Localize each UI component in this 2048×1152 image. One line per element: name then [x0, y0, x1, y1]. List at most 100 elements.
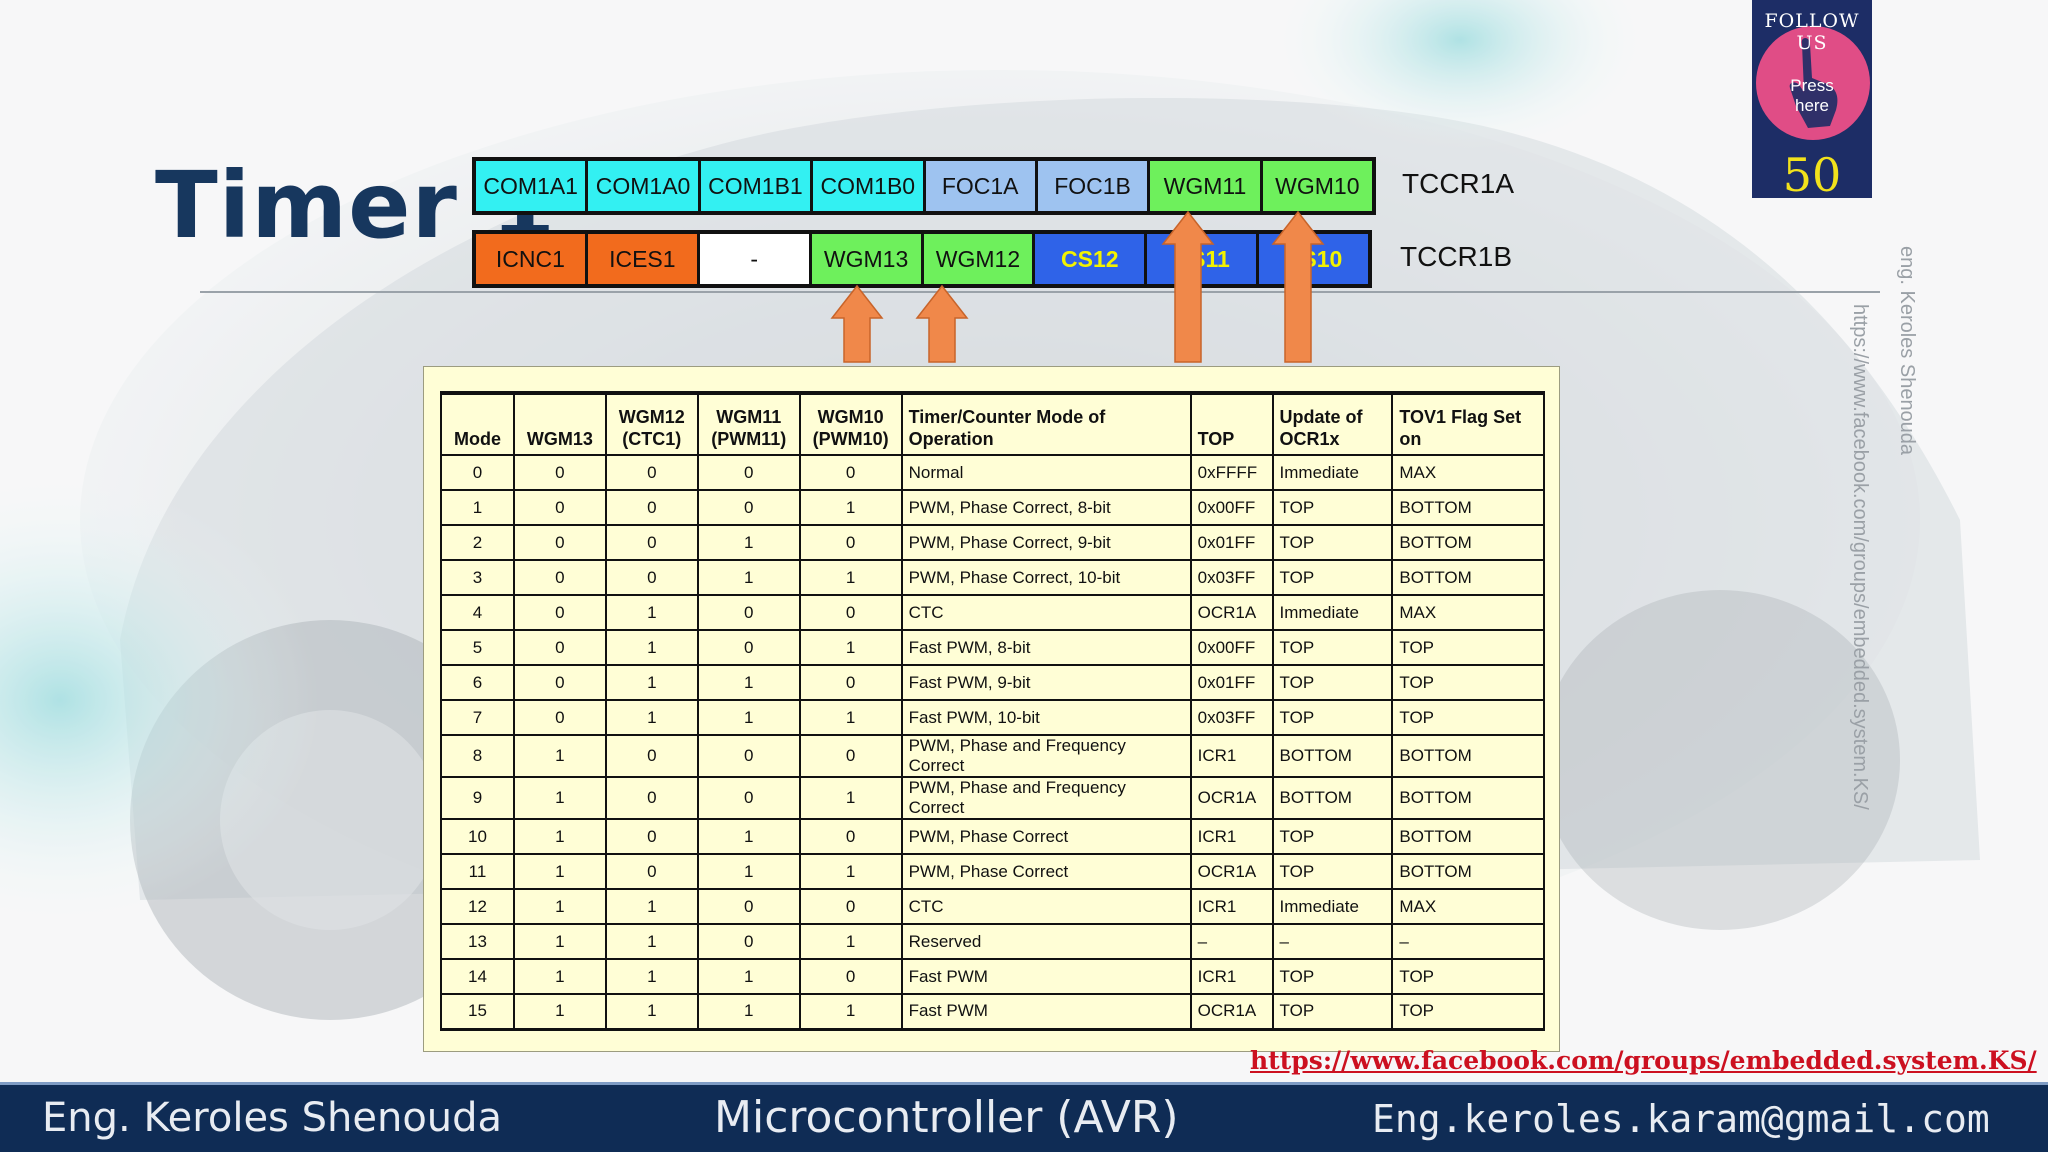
tccr1b-bit-cs12: CS12	[1035, 234, 1148, 284]
table-cell: 1	[604, 664, 699, 701]
table-cell: 10	[440, 818, 515, 855]
table-cell: OCR1A	[1189, 993, 1274, 1030]
table-cell: 0	[696, 454, 801, 491]
table-cell: 0	[798, 734, 903, 778]
table-cell: CTC	[900, 594, 1192, 631]
table-row: 14 1 1 1 0 Fast PWM ICR1 TOP TOP	[440, 958, 1545, 995]
table-cell: Fast PWM	[900, 958, 1192, 995]
tccr1a-register: COM1A1 COM1A0 COM1B1 COM1B0 FOC1A FOC1B WGM11 W…	[472, 157, 1376, 215]
table-row: 5 0 1 0 1 Fast PWM, 8-bit 0x00FF TOP TOP	[440, 629, 1545, 666]
table-cell: 0x00FF	[1189, 489, 1274, 526]
table-cell: BOTTOM	[1391, 776, 1545, 820]
follow-us-heading: FOLLOW US	[1764, 10, 1860, 54]
table-cell: TOP	[1271, 559, 1394, 596]
table-cell: 1	[512, 853, 607, 890]
table-cell: 9	[440, 776, 515, 820]
tccr1a-bit-com1b1: COM1B1	[700, 161, 814, 211]
table-cell: BOTTOM	[1391, 734, 1545, 778]
table-cell: TOP	[1271, 958, 1394, 995]
table-cell: 12	[440, 888, 515, 925]
table-cell: BOTTOM	[1391, 559, 1545, 596]
table-cell: TOP	[1271, 853, 1394, 890]
table-cell: PWM, Phase and Frequency Correct	[900, 776, 1192, 820]
table-cell: MAX	[1391, 454, 1545, 491]
table-cell: 0	[604, 489, 699, 526]
table-header-cell: TOV1 Flag Set on	[1391, 392, 1545, 456]
table-cell: TOP	[1391, 629, 1545, 666]
table-cell: Reserved	[900, 923, 1192, 960]
table-cell: TOP	[1391, 699, 1545, 736]
table-cell: 8	[440, 734, 515, 778]
table-cell: TOP	[1391, 664, 1545, 701]
table-header-cell: WGM10 (PWM10)	[798, 392, 903, 456]
table-cell: 1	[512, 958, 607, 995]
table-cell: PWM, Phase and Frequency Correct	[900, 734, 1192, 778]
follow-us-button[interactable]: FOLLOW US Press here 50	[1752, 0, 1872, 202]
table-cell: 0x03FF	[1189, 559, 1274, 596]
facebook-group-link[interactable]: https://www.facebook.com/groups/embedded…	[1250, 1046, 2037, 1075]
tccr1a-label: TCCR1A	[1402, 168, 1515, 199]
tccr1a-bit-foc1b: FOC1B	[1037, 161, 1151, 211]
table-cell: 0	[604, 776, 699, 820]
table-cell: 0	[440, 454, 515, 491]
footer-email: Eng.keroles.karam@gmail.com	[1372, 1097, 1990, 1141]
table-cell: MAX	[1391, 888, 1545, 925]
table-cell: 14	[440, 958, 515, 995]
table-cell: PWM, Phase Correct	[900, 818, 1192, 855]
table-cell: 0x01FF	[1189, 524, 1274, 561]
table-cell: 1	[798, 489, 903, 526]
table-cell: 0	[798, 594, 903, 631]
table-cell: 0	[696, 489, 801, 526]
table-cell: 1	[798, 699, 903, 736]
table-cell: Fast PWM, 8-bit	[900, 629, 1192, 666]
tccr1b-bit-icnc1: ICNC1	[476, 234, 588, 284]
table-cell: ICR1	[1189, 734, 1274, 778]
table-cell: 1	[604, 888, 699, 925]
table-cell: 1	[512, 923, 607, 960]
table-cell: 0x03FF	[1189, 699, 1274, 736]
table-cell: Fast PWM, 9-bit	[900, 664, 1192, 701]
footer-bar: Eng. Keroles Shenouda Microcontroller (A…	[0, 1082, 2048, 1152]
table-cell: 0	[696, 776, 801, 820]
table-cell: BOTTOM	[1271, 734, 1394, 778]
table-cell: –	[1271, 923, 1394, 960]
table-cell: 13	[440, 923, 515, 960]
table-cell: 1	[696, 699, 801, 736]
table-cell: 0	[798, 958, 903, 995]
table-cell: 0	[512, 664, 607, 701]
table-cell: 0	[604, 818, 699, 855]
table-row: 3 0 0 1 1 PWM, Phase Correct, 10-bit 0x03FF TOP…	[440, 559, 1545, 596]
tccr1b-bit-wgm13: WGM13	[811, 234, 924, 284]
tccr1b-label: TCCR1B	[1400, 241, 1513, 272]
table-cell: 0	[512, 524, 607, 561]
table-header-cell: Timer/Counter Mode of Operation	[900, 392, 1192, 456]
table-cell: 3	[440, 559, 515, 596]
table-cell: 1	[696, 993, 801, 1030]
table-cell: 1	[696, 958, 801, 995]
table-cell: CTC	[900, 888, 1192, 925]
footer-course: Microcontroller (AVR)	[714, 1092, 1179, 1143]
tccr1a-bit-wgm11: WGM11	[1150, 161, 1263, 211]
table-cell: Fast PWM	[900, 993, 1192, 1030]
table-cell: OCR1A	[1189, 853, 1274, 890]
table-cell: TOP	[1271, 489, 1394, 526]
table-cell: 0	[512, 629, 607, 666]
table-cell: 0	[696, 923, 801, 960]
table-row: 13 1 1 0 1 Reserved – – –	[440, 923, 1545, 960]
table-cell: BOTTOM	[1391, 818, 1545, 855]
table-cell: Immediate	[1271, 454, 1394, 491]
table-cell: Normal	[900, 454, 1192, 491]
table-cell: 11	[440, 853, 515, 890]
table-cell: 2	[440, 524, 515, 561]
table-cell: 6	[440, 664, 515, 701]
table-row: 0 0 0 0 0 Normal 0xFFFF Immediate MAX	[440, 454, 1545, 491]
table-cell: BOTTOM	[1391, 489, 1545, 526]
table-cell: 1	[512, 776, 607, 820]
table-cell: 1	[512, 818, 607, 855]
facebook-watermark: https://www.facebook.com/groups/embedded…	[1849, 304, 1871, 810]
table-row: 9 1 0 0 1 PWM, Phase and Frequency Correct OCR…	[440, 776, 1545, 820]
table-cell: 0	[604, 454, 699, 491]
table-cell: 1	[604, 958, 699, 995]
table-cell: –	[1189, 923, 1274, 960]
table-cell: Immediate	[1271, 594, 1394, 631]
